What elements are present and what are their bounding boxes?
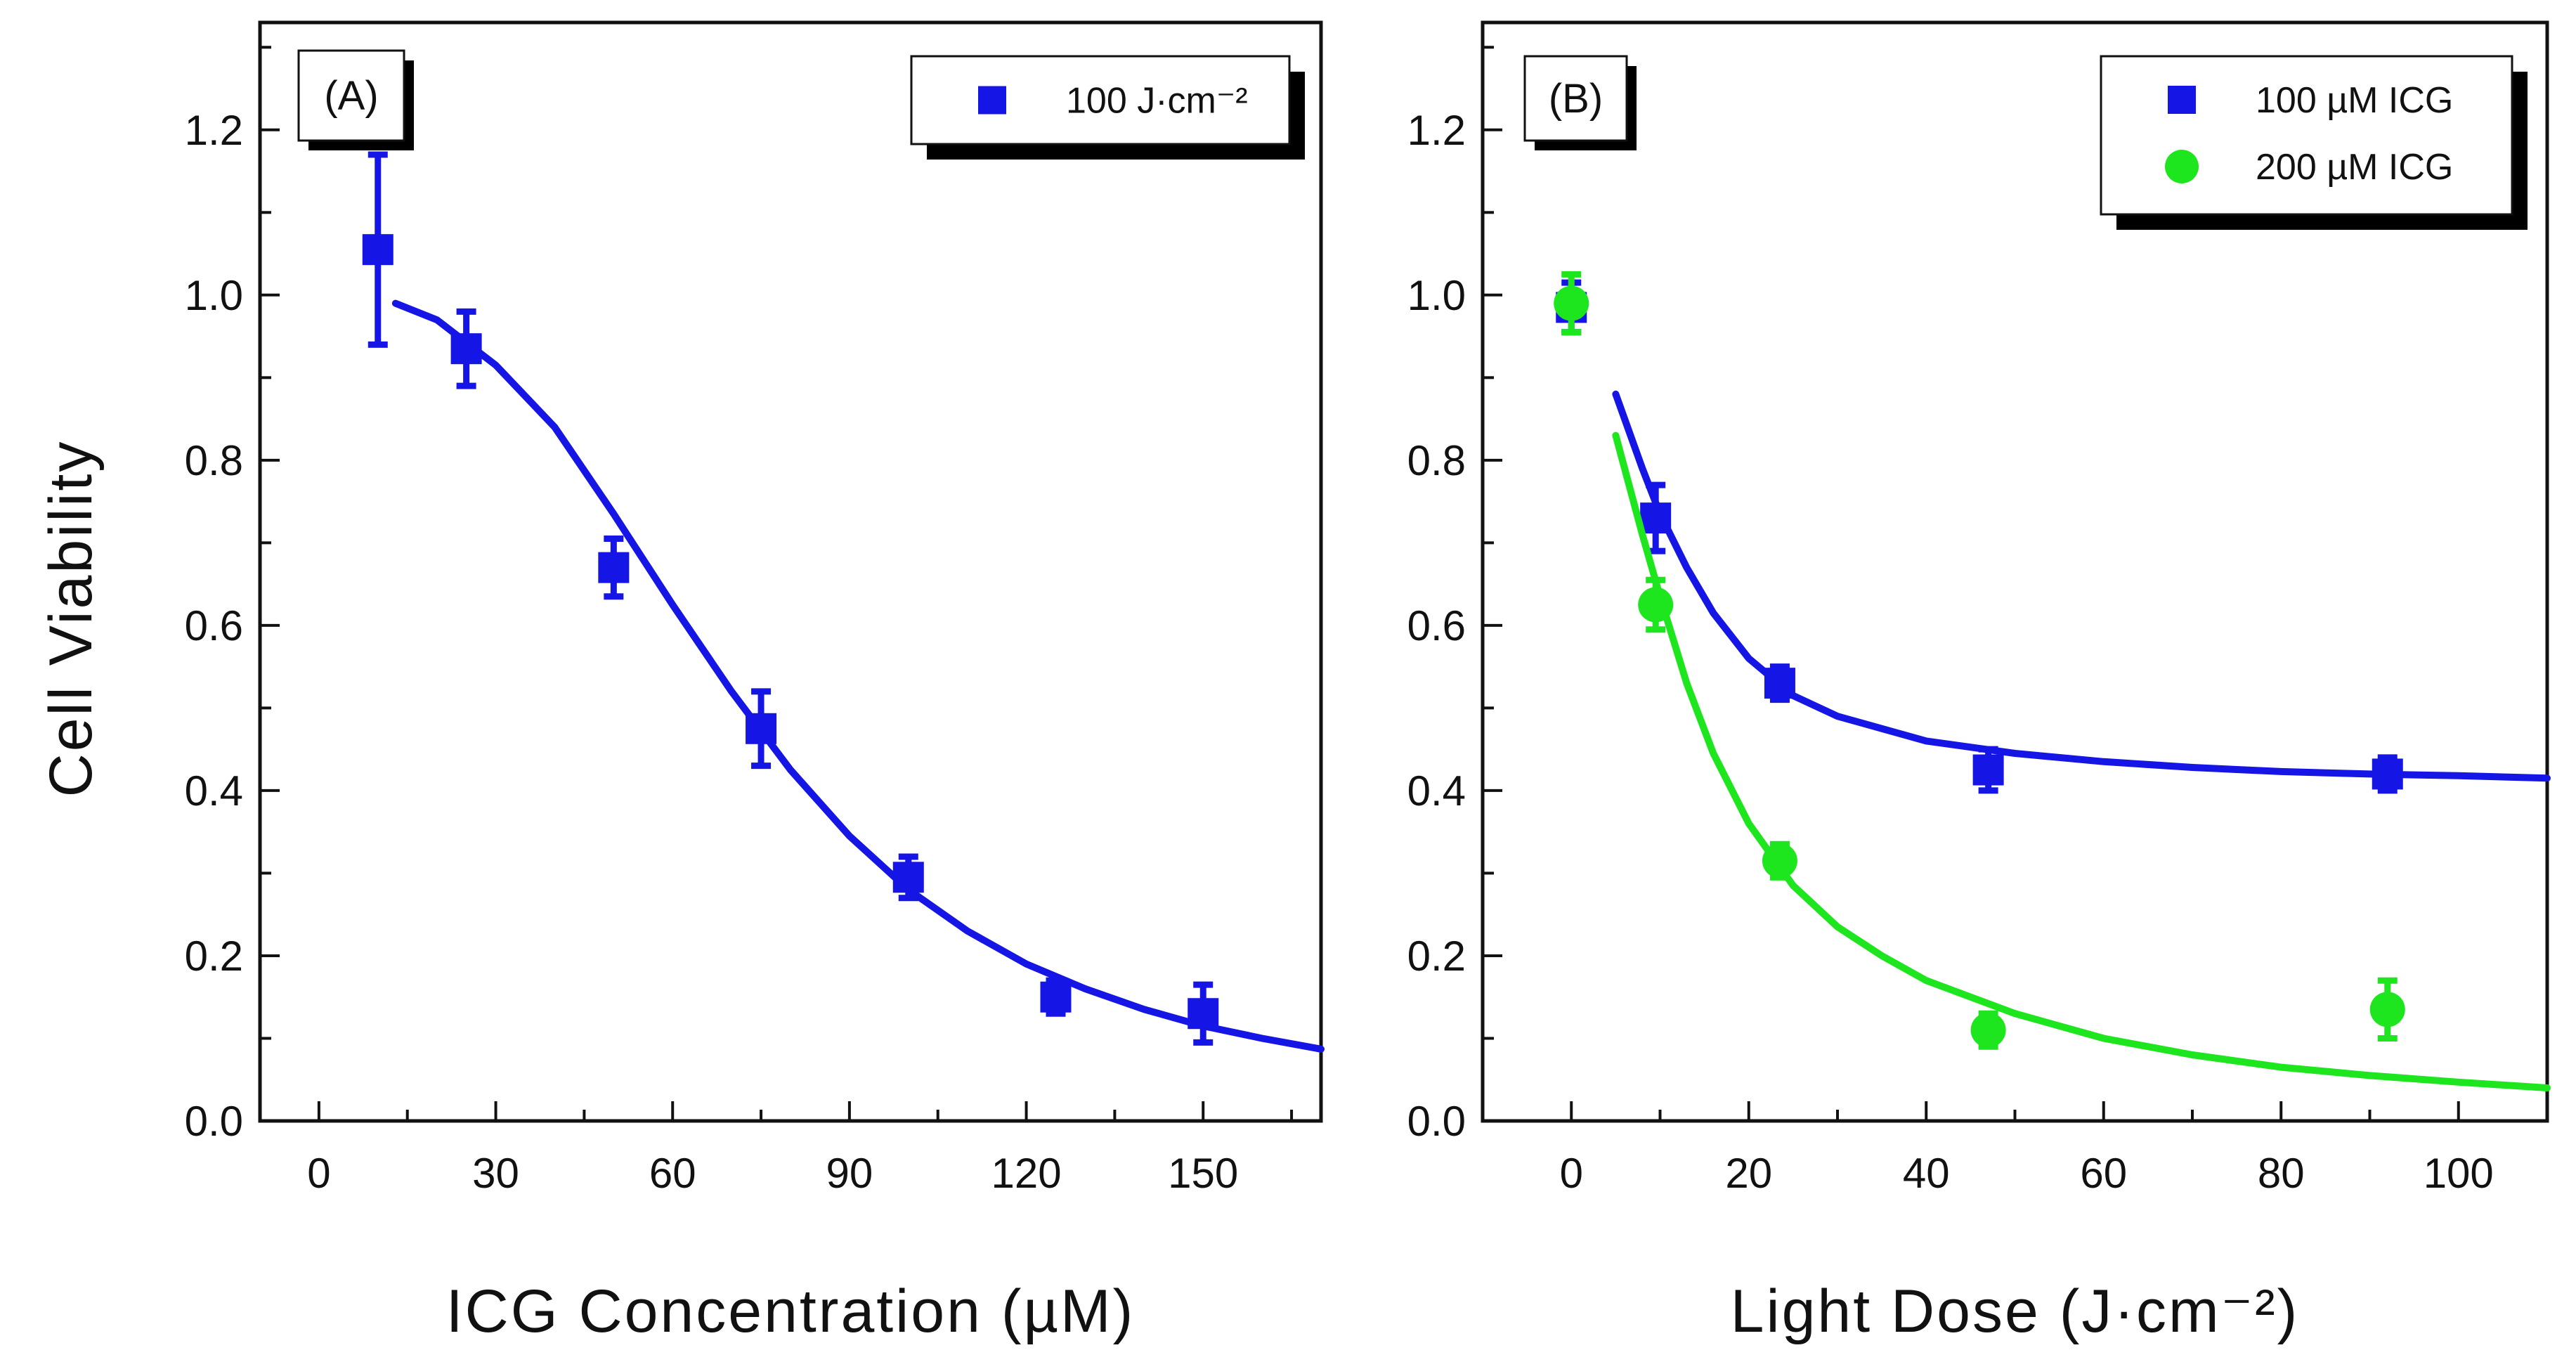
y-tick-label: 0.4	[185, 767, 243, 815]
data-point-square	[2372, 758, 2403, 790]
legend-label: 200 µM ICG	[2256, 147, 2453, 188]
x-tick-label: 60	[649, 1150, 696, 1197]
y-tick-label: 0.2	[185, 933, 243, 980]
legend-marker-circle	[2165, 150, 2199, 183]
panel-label: (A)	[324, 73, 378, 119]
data-point-square	[746, 713, 777, 744]
plot-frame	[258, 20, 1323, 1123]
fit-curve	[1612, 390, 2551, 782]
x-axis-title: ICG Concentration (µM)	[446, 1278, 1136, 1345]
legend-label: 100 J·cm⁻²	[1066, 81, 1248, 122]
data-point-circle	[2369, 992, 2405, 1027]
y-tick-label: 0.8	[1407, 437, 1466, 484]
fit-curve	[391, 299, 1325, 1053]
data-point-square	[450, 333, 482, 365]
legend-marker-square	[2168, 86, 2196, 114]
x-tick-label: 150	[1168, 1150, 1238, 1197]
data-point-circle	[1762, 843, 1797, 878]
x-axis-title: Light Dose (J·cm⁻²)	[1731, 1278, 2300, 1345]
y-axis-title: Cell Viability	[37, 440, 105, 798]
x-tick-label: 40	[1903, 1150, 1950, 1197]
x-tick-label: 80	[2258, 1150, 2305, 1197]
x-tick-label: 90	[826, 1150, 873, 1197]
y-tick-label: 0.2	[1407, 933, 1466, 980]
data-point-square	[1972, 754, 2004, 786]
panel-label: (B)	[1549, 76, 1603, 122]
y-tick-label: 1.0	[1407, 272, 1466, 319]
legend-label: 100 µM ICG	[2256, 80, 2453, 121]
y-tick-label: 1.2	[185, 107, 243, 154]
data-point-square	[362, 234, 393, 266]
panel-tag-box	[297, 49, 405, 142]
y-tick-label: 0.4	[1407, 767, 1466, 815]
panel-tag-box	[1523, 55, 1628, 142]
panel-b: 0.0 0.2 0.4 0.6 0.8 1.0 1.2 0 20 40 60 80 100 Light D…	[1407, 20, 2551, 1345]
legend-box	[910, 55, 1291, 145]
data-point-circle	[1970, 1012, 2006, 1048]
x-tick-label: 100	[2424, 1150, 2494, 1197]
x-tick-label: 120	[991, 1150, 1062, 1197]
y-tick-label: 0.6	[185, 602, 243, 649]
data-point-square	[1640, 502, 1672, 534]
data-point-square	[1764, 668, 1795, 699]
x-tick-label: 30	[472, 1150, 519, 1197]
x-tick-label: 20	[1725, 1150, 1772, 1197]
data-point-square	[1188, 998, 1219, 1030]
x-tick-label: 60	[2080, 1150, 2127, 1197]
y-tick-label: 1.2	[1407, 107, 1466, 154]
data-point-square	[892, 862, 924, 893]
data-point-square	[1040, 981, 1072, 1013]
x-tick-label: 0	[307, 1150, 330, 1197]
fit-curve	[1612, 432, 2551, 1091]
y-tick-label: 0.8	[185, 437, 243, 484]
panel-a: 0.0 0.2 0.4 0.6 0.8 1.0 1.2 0 30 60 90 120 150 ICG Co…	[185, 20, 1325, 1345]
data-point-circle	[1554, 285, 1589, 321]
x-tick-label: 0	[1560, 1150, 1583, 1197]
data-point-square	[598, 552, 630, 583]
y-tick-label: 0.0	[1407, 1098, 1466, 1145]
y-tick-label: 0.0	[185, 1098, 243, 1145]
data-point-circle	[1638, 587, 1674, 623]
y-tick-label: 0.6	[1407, 602, 1466, 649]
legend-marker-square	[978, 86, 1006, 115]
legend-box	[2100, 55, 2513, 216]
y-tick-label: 1.0	[185, 272, 243, 319]
